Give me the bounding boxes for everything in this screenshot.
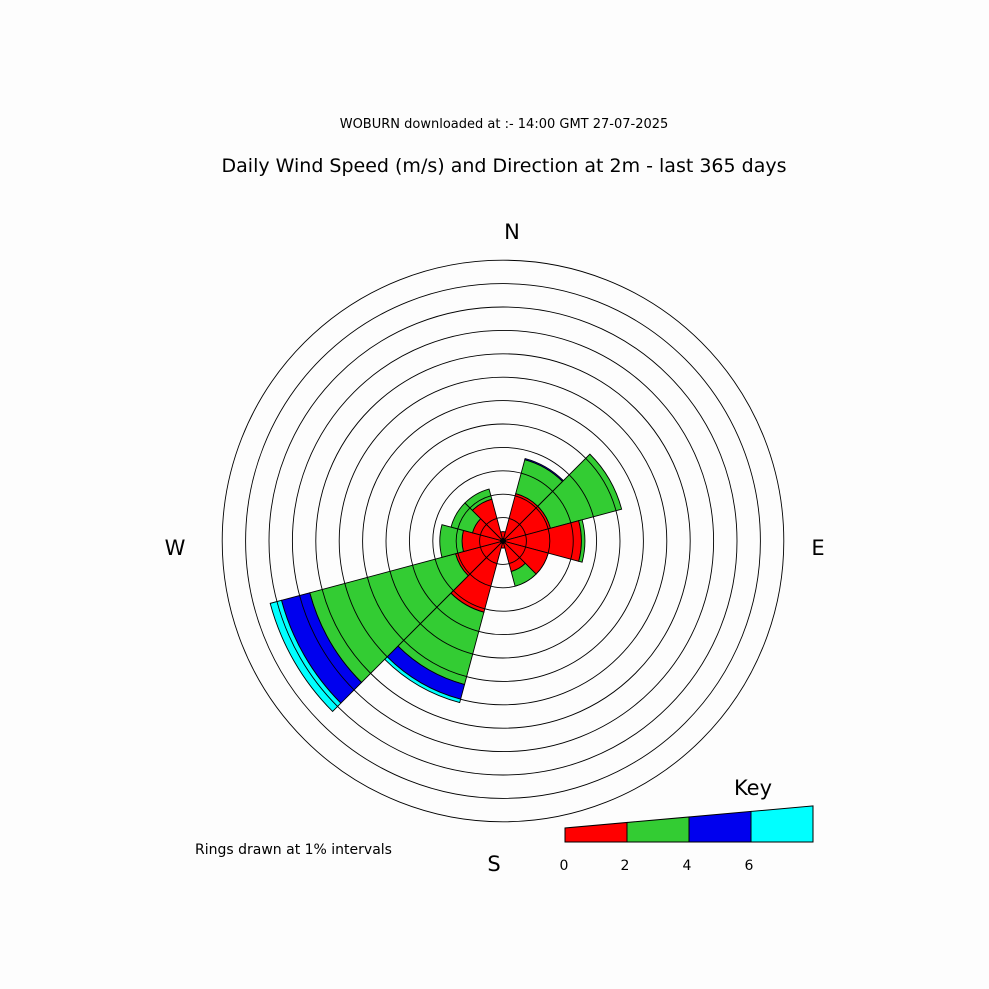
key-tick-2: 2: [621, 858, 630, 874]
sector-240-ringline-7: [344, 583, 388, 658]
key-tick-0: 0: [560, 858, 569, 874]
compass-east-label: E: [811, 536, 824, 560]
sector-30-ringline-2: [514, 495, 537, 509]
sector-60-ringline-4: [568, 474, 594, 517]
ring-8: [315, 353, 691, 729]
chart-subtitle: WOBURN downloaded at :- 14:00 GMT 27-07-…: [340, 117, 669, 132]
sector-210-ringline-2: [469, 573, 492, 587]
sector-210-ringline-5: [419, 623, 473, 655]
ring-9: [291, 329, 715, 753]
compass-south-label: S: [487, 852, 500, 876]
sector-240-ringline-4: [412, 565, 438, 608]
sector-60-band-1: [537, 453, 623, 529]
sector-270-ringline-2: [455, 528, 459, 554]
center-group: [500, 538, 506, 544]
key-band-1: [626, 816, 690, 843]
compass-west-label: W: [165, 536, 186, 560]
center-dot: [500, 538, 506, 544]
sector-240-ringline-9: [299, 595, 355, 691]
sector-240-ringline-3: [434, 559, 454, 591]
sector-60-ringline-5: [585, 457, 617, 511]
ring-12: [221, 259, 785, 823]
sector-30-ringline-3: [521, 472, 553, 492]
sector-240-band-3: [269, 599, 342, 713]
key-band-2: [688, 810, 752, 843]
key-title: Key: [734, 776, 772, 800]
sectors-group: [269, 453, 623, 713]
sector-210-ringline-6: [403, 639, 467, 678]
ring-11: [245, 283, 761, 799]
sector-150-band-1: [510, 562, 537, 587]
ring-4: [408, 446, 598, 636]
sector-90-ringline-3: [570, 522, 574, 560]
sector-330-band-1: [464, 488, 493, 512]
compass-north-label: N: [504, 220, 520, 244]
key-legend: [564, 805, 814, 843]
sector-240-ringline-8: [321, 589, 371, 674]
sector-240-ringline-6: [366, 577, 405, 641]
sector-240-ringline-5: [389, 571, 421, 625]
sector-210-ringline-4: [436, 606, 479, 632]
sector-240-ringline-10: [276, 601, 338, 707]
sector-60-ringline-2: [535, 507, 549, 530]
sector-150-ringline-1: [508, 557, 520, 565]
key-band-3: [750, 805, 814, 843]
rings-group: [221, 259, 785, 823]
ring-interval-note: Rings drawn at 1% intervals: [195, 842, 392, 858]
ring-10: [268, 306, 738, 776]
sector-330-ringline-2: [469, 495, 492, 509]
sector-300-ringline-2: [457, 507, 471, 530]
ring-7: [338, 376, 668, 706]
key-tick-4: 4: [683, 858, 692, 874]
sector-90-band-1: [578, 519, 586, 563]
key-tick-6: 6: [745, 858, 754, 874]
sector-210-ringline-3: [453, 590, 485, 610]
chart-title: Daily Wind Speed (m/s) and Direction at …: [222, 155, 787, 177]
key-band-0: [564, 821, 628, 843]
sector-60-ringline-3: [552, 491, 572, 523]
ring-6: [362, 400, 644, 682]
sector-240-ringline-2: [457, 552, 471, 575]
sector-330-ringline-1: [486, 517, 498, 525]
ring-5: [385, 423, 621, 659]
sector-90-ringline-2: [547, 528, 551, 554]
